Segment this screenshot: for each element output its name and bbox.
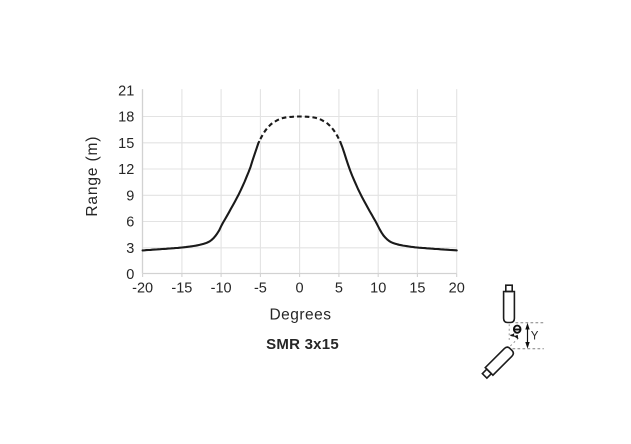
svg-text:15: 15 [118, 136, 134, 152]
svg-text:15: 15 [409, 281, 425, 297]
svg-text:0: 0 [126, 267, 134, 283]
svg-text:9: 9 [126, 189, 134, 205]
svg-text:-15: -15 [171, 281, 192, 297]
svg-text:10: 10 [370, 281, 386, 297]
svg-text:Y: Y [531, 330, 539, 342]
svg-text:Range (m): Range (m) [84, 136, 101, 217]
svg-text:6: 6 [126, 215, 134, 231]
svg-text:0: 0 [296, 281, 304, 297]
svg-text:18: 18 [118, 110, 134, 126]
svg-text:SMR 3x15: SMR 3x15 [266, 336, 339, 353]
svg-text:20: 20 [449, 281, 465, 297]
svg-text:Degrees: Degrees [269, 307, 331, 324]
svg-text:3: 3 [126, 241, 134, 257]
svg-text:21: 21 [118, 84, 134, 100]
svg-text:-20: -20 [132, 281, 153, 297]
svg-text:-5: -5 [254, 281, 267, 297]
svg-text:12: 12 [118, 162, 134, 178]
svg-text:-10: -10 [211, 281, 232, 297]
svg-text:5: 5 [335, 281, 343, 297]
